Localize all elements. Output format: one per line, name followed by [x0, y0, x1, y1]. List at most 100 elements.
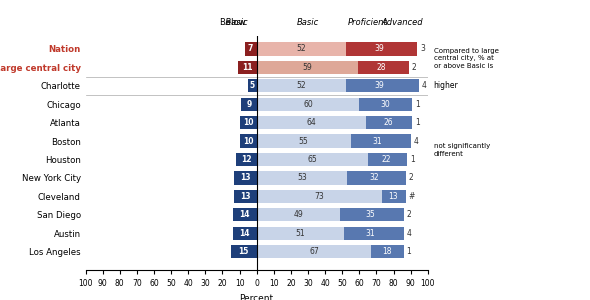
Text: 1: 1 — [415, 100, 419, 109]
Text: 4: 4 — [422, 81, 427, 90]
Text: 7: 7 — [248, 44, 253, 53]
Bar — [257, 190, 382, 203]
Text: 67: 67 — [309, 247, 319, 256]
Bar — [234, 190, 257, 203]
Bar — [240, 134, 257, 148]
Bar — [358, 61, 405, 74]
Text: Basic: Basic — [208, 18, 248, 27]
Text: 13: 13 — [240, 192, 251, 201]
Bar — [350, 134, 404, 148]
Bar — [346, 79, 412, 92]
Text: 4: 4 — [407, 229, 411, 238]
Bar — [257, 171, 348, 184]
Bar — [234, 171, 257, 184]
Text: 49: 49 — [294, 210, 303, 219]
Bar — [257, 98, 359, 111]
Bar — [240, 116, 257, 129]
Text: 5: 5 — [250, 81, 255, 90]
Text: 13: 13 — [388, 192, 398, 201]
Text: 2: 2 — [407, 210, 411, 219]
Text: 4: 4 — [413, 136, 418, 146]
Text: 73: 73 — [314, 192, 324, 201]
Text: 12: 12 — [241, 155, 251, 164]
Bar — [402, 171, 405, 184]
Bar — [257, 226, 344, 240]
Bar — [245, 42, 257, 56]
Text: 13: 13 — [240, 173, 251, 182]
Text: Below: Below — [220, 18, 248, 27]
Text: 1: 1 — [410, 155, 415, 164]
Text: higher: higher — [434, 81, 458, 90]
Bar — [232, 226, 257, 240]
Text: 11: 11 — [242, 63, 253, 72]
Bar — [257, 79, 346, 92]
Text: 65: 65 — [307, 155, 317, 164]
Bar — [411, 98, 412, 111]
Bar — [397, 226, 404, 240]
Text: 64: 64 — [307, 118, 316, 127]
Bar — [231, 245, 257, 258]
Bar — [348, 171, 402, 184]
Bar — [366, 116, 411, 129]
Text: #: # — [408, 192, 414, 201]
Text: 18: 18 — [382, 247, 391, 256]
Bar — [404, 190, 405, 203]
Bar — [405, 61, 409, 74]
Bar — [346, 42, 412, 56]
Bar — [232, 208, 257, 221]
Bar — [257, 61, 358, 74]
Bar — [382, 190, 404, 203]
Text: Basic: Basic — [297, 18, 319, 27]
Bar — [359, 98, 411, 111]
Text: 1: 1 — [407, 247, 411, 256]
Bar — [402, 245, 404, 258]
Text: Compared to large
central city, % at
or above Basic is: Compared to large central city, % at or … — [434, 48, 499, 69]
Text: 35: 35 — [366, 210, 375, 219]
Text: 39: 39 — [374, 44, 384, 53]
Bar — [236, 153, 257, 166]
Text: Advanced: Advanced — [381, 18, 423, 27]
Text: 53: 53 — [297, 173, 307, 182]
Bar — [257, 245, 371, 258]
Bar — [405, 153, 407, 166]
Text: 30: 30 — [380, 100, 390, 109]
Text: 10: 10 — [243, 118, 253, 127]
Bar — [368, 153, 405, 166]
X-axis label: Percent: Percent — [240, 294, 274, 300]
Bar — [257, 116, 366, 129]
Text: not significantly
different: not significantly different — [434, 143, 490, 157]
Bar — [257, 153, 368, 166]
Text: 14: 14 — [240, 229, 250, 238]
Bar — [238, 61, 257, 74]
Bar — [344, 226, 397, 240]
Bar — [257, 134, 350, 148]
Text: 52: 52 — [296, 81, 306, 90]
Bar — [412, 79, 419, 92]
Text: 60: 60 — [303, 100, 313, 109]
Text: 10: 10 — [243, 136, 253, 146]
Text: 32: 32 — [370, 173, 379, 182]
Text: 14: 14 — [240, 210, 250, 219]
Text: 51: 51 — [296, 229, 305, 238]
Bar — [340, 208, 401, 221]
Text: 31: 31 — [366, 229, 375, 238]
Text: 55: 55 — [299, 136, 309, 146]
Text: Proficient: Proficient — [348, 18, 388, 27]
Text: 31: 31 — [372, 136, 382, 146]
Text: 28: 28 — [377, 63, 386, 72]
Text: 39: 39 — [374, 81, 384, 90]
Text: 3: 3 — [420, 44, 425, 53]
Text: 52: 52 — [296, 44, 306, 53]
Bar — [404, 134, 411, 148]
Text: 22: 22 — [382, 155, 391, 164]
Bar — [241, 98, 257, 111]
Bar — [257, 42, 346, 56]
Text: 9: 9 — [247, 100, 251, 109]
Bar — [412, 42, 418, 56]
Text: 15: 15 — [238, 247, 249, 256]
Text: 26: 26 — [384, 118, 393, 127]
Bar — [411, 116, 412, 129]
Text: 1: 1 — [415, 118, 419, 127]
Text: 59: 59 — [302, 63, 312, 72]
Bar — [401, 208, 404, 221]
